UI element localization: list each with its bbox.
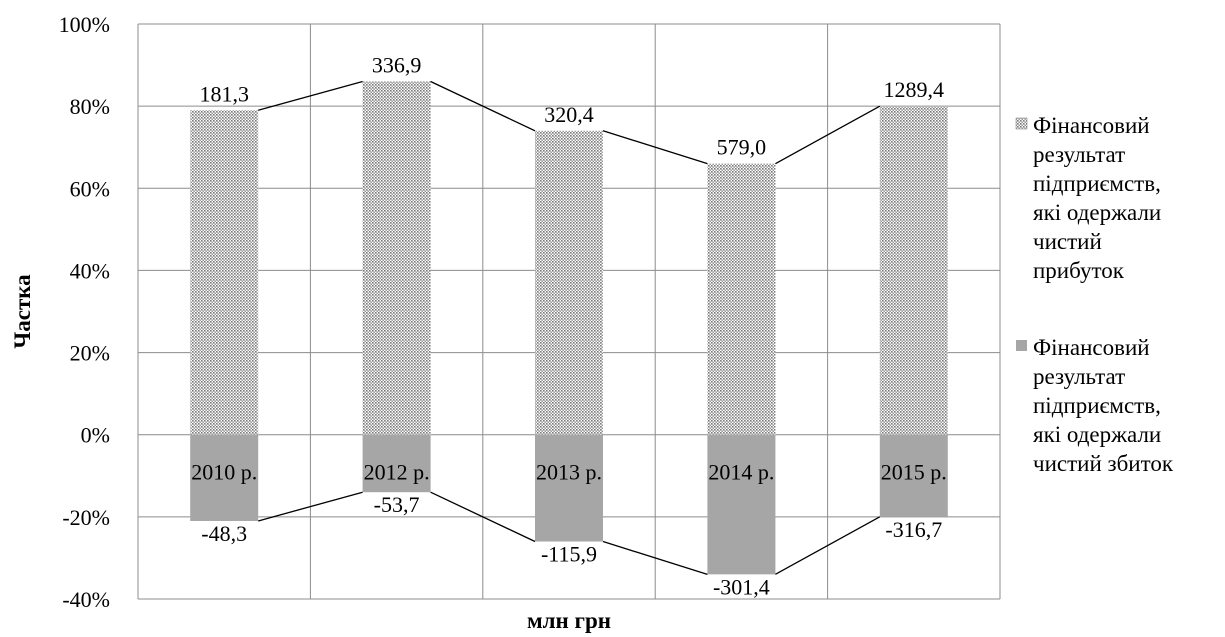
legend-swatch [1016,340,1027,351]
legend-label: Фінансовий результат підприємств, які одерж… [1033,335,1174,476]
x-category-label: 2014 р. [708,460,774,485]
bar-profit [535,130,603,435]
series-line-loss [430,491,536,543]
x-category-label: 2010 р. [191,460,257,485]
x-category-label: 2015 р. [881,460,947,485]
series-line-loss [602,540,708,575]
bar-profit [362,81,431,435]
data-label-profit: 579,0 [717,135,767,160]
bar-loss [879,434,948,517]
y-tick-label: 100% [59,12,110,37]
bar-profit [879,106,948,435]
data-label-profit: 320,4 [544,102,594,127]
data-label-profit: 1289,4 [884,77,945,102]
x-category-label: 2013 р. [536,460,602,485]
legend-swatch [1015,117,1028,130]
y-tick-label: 20% [70,341,110,366]
data-label-loss: -301,4 [713,574,770,599]
data-label-profit: 336,9 [372,53,422,78]
series-line-loss [258,491,363,522]
legend-label: Фінансовий результат підприємств, які одерж… [1033,113,1161,283]
y-tick-label: -20% [62,505,110,530]
series-line-profit [775,105,881,165]
bar-profit [707,163,776,435]
y-tick-label: -40% [62,587,110,612]
bar-profit [190,110,259,435]
data-label-loss: -53,7 [374,492,420,517]
x-category-label: 2012 р. [364,460,430,485]
bar-loss [362,434,431,493]
data-label-loss: -48,3 [201,521,247,546]
legend-item-profit: Фінансовий результат підприємств, які одерж… [1015,113,1161,283]
data-label-loss: -316,7 [885,517,942,542]
series-line-profit [258,80,363,111]
y-tick-label: 40% [70,258,110,283]
y-tick-label: 60% [70,176,110,201]
series-line-profit [602,130,708,165]
y-tick-label: 80% [70,94,110,119]
data-label-loss: -115,9 [541,542,597,567]
series-line-loss [775,516,881,575]
x-axis-title: млн грн [527,608,611,633]
series-line-profit [430,80,536,132]
bar-loss [535,434,603,542]
bar-loss [190,434,259,521]
y-tick-label: 0% [81,423,110,448]
data-label-profit: 181,3 [199,81,249,106]
bar-loss [707,434,776,575]
y-axis-title: Частка [10,274,35,349]
legend-item-loss: Фінансовий результат підприємств, які одерж… [1016,335,1174,476]
